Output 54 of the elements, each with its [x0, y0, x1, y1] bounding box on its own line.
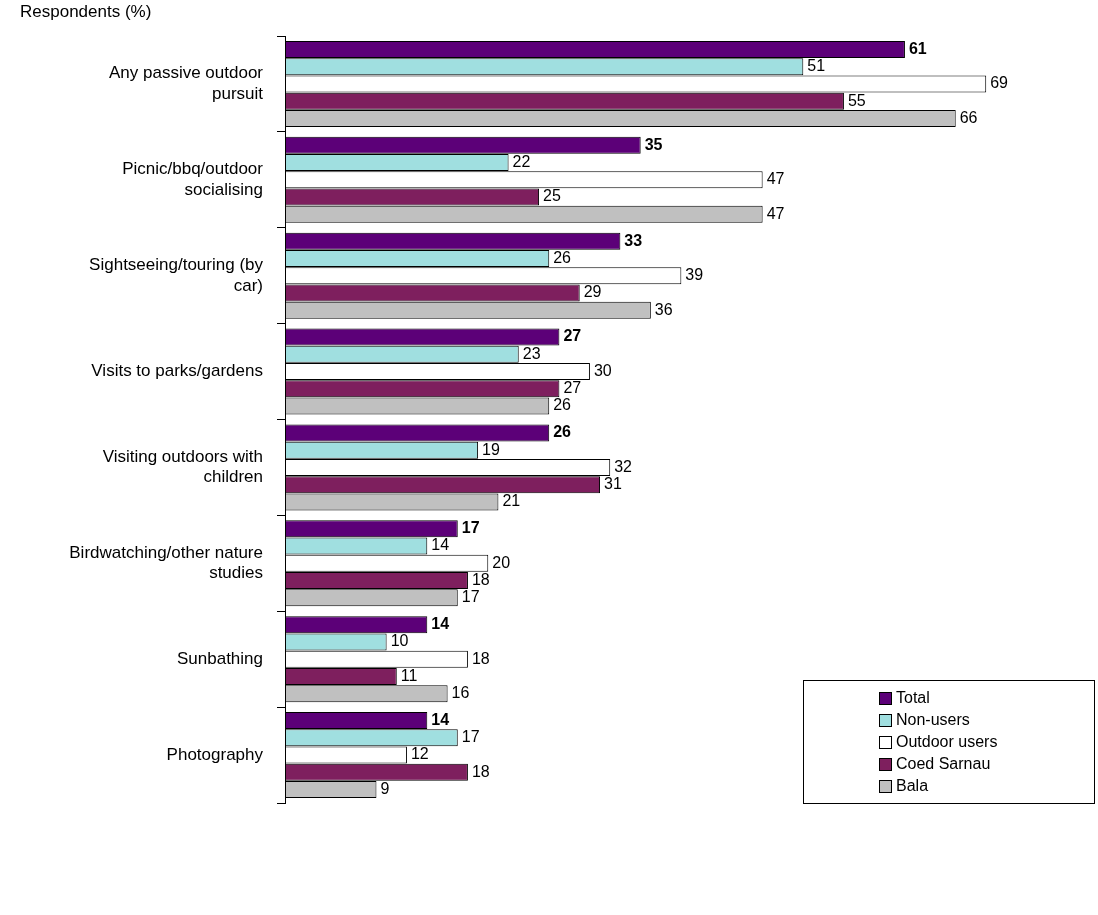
data-label: 18	[471, 649, 490, 667]
data-label: 14	[431, 536, 450, 554]
data-label: 17	[461, 728, 480, 746]
data-label: 39	[685, 266, 704, 284]
data-label: 31	[604, 475, 622, 493]
text: Outdoor users	[895, 732, 999, 752]
y-tick-label: Birdwatching/other nature studies	[69, 542, 263, 583]
y-tick-label: Visits to parks/gardens	[91, 361, 263, 381]
data-label: 10	[390, 632, 409, 650]
data-label: 51	[807, 57, 826, 75]
data-label: 16	[451, 684, 470, 702]
data-label: 19	[482, 440, 500, 458]
data-label: 36	[654, 300, 673, 318]
data-label: 23	[522, 344, 541, 362]
data-label: 47	[766, 170, 785, 188]
data-label: 9	[380, 779, 390, 797]
text: Respondents (%)	[20, 2, 152, 22]
data-label: 14	[431, 710, 450, 728]
data-label: 18	[471, 570, 490, 588]
data-label: 30	[593, 361, 612, 379]
data-label: 22	[512, 152, 531, 170]
data-label: 61	[908, 39, 927, 57]
data-label: 14	[431, 615, 450, 633]
data-label: 47	[766, 204, 785, 222]
data-label: 25	[543, 187, 561, 205]
data-label: 26	[553, 423, 572, 441]
y-tick-label: Photography	[166, 744, 264, 764]
data-label: 66	[959, 108, 978, 126]
data-label: 55	[847, 91, 866, 109]
data-label: 20	[492, 553, 511, 571]
y-tick-label: Sunbathing	[176, 648, 263, 668]
y-tick-label: Visiting outdoors with children	[102, 446, 263, 487]
legend-label: Total	[895, 688, 931, 708]
data-label: 26	[553, 248, 572, 266]
data-label: 27	[563, 379, 582, 397]
data-label: 17	[461, 519, 480, 537]
data-label: 26	[553, 396, 572, 414]
y-tick-label: Any passive outdoor pursuit	[108, 63, 264, 103]
legend-label: Bala	[895, 776, 930, 796]
y-tick-label: Picnic/bbq/outdoor socialising	[122, 159, 264, 199]
data-label: 27	[563, 327, 582, 345]
data-label: 18	[471, 762, 490, 780]
data-label: 32	[614, 457, 633, 475]
data-label: 69	[990, 74, 1009, 92]
data-label: 17	[461, 588, 480, 606]
data-label: 35	[644, 135, 663, 153]
legend-label: Coed Sarnau	[895, 754, 992, 774]
data-label: 33	[624, 231, 643, 249]
y-tick-label: Sightseeing/touring (by car)	[89, 255, 264, 295]
legend-label: Non-users	[895, 710, 971, 730]
data-label: 11	[400, 666, 418, 684]
data-label: 29	[583, 283, 602, 301]
data-label: 21	[502, 492, 521, 510]
data-label: 12	[410, 745, 429, 763]
